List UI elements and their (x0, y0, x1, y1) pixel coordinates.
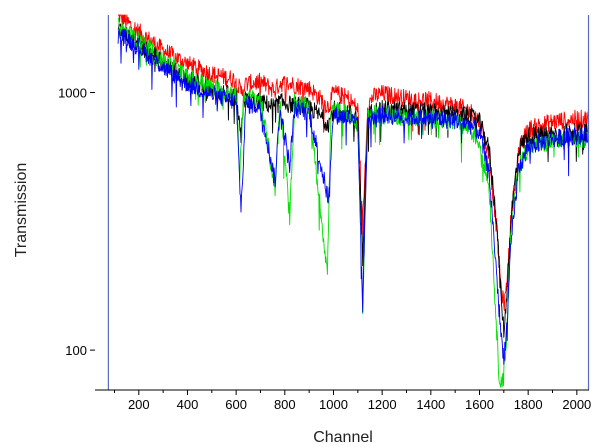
x-tick-label: 2000 (562, 397, 591, 412)
x-axis-title: Channel (313, 429, 373, 446)
y-axis: 100 1000 (58, 86, 95, 358)
x-tick-label: 200 (128, 397, 150, 412)
x-tick-label: 800 (274, 397, 296, 412)
plot-area (117, 14, 589, 388)
x-axis: 200 400 600 800 1000 1200 1400 1600 1800 2000 (95, 389, 591, 412)
x-tick-label: 400 (177, 397, 199, 412)
x-tick-label: 1800 (514, 397, 543, 412)
vertical-markers (107, 15, 590, 390)
y-tick-label: 100 (65, 343, 87, 358)
x-tick-label: 600 (225, 397, 247, 412)
x-tick-label: 1200 (368, 397, 397, 412)
x-tick-label: 1000 (319, 397, 348, 412)
x-tick-label: 1400 (416, 397, 445, 412)
y-tick-label: 1000 (58, 86, 87, 101)
x-tick-label: 1600 (465, 397, 494, 412)
y-axis-title: Transmission (13, 163, 30, 258)
series-line-4 (117, 28, 589, 365)
